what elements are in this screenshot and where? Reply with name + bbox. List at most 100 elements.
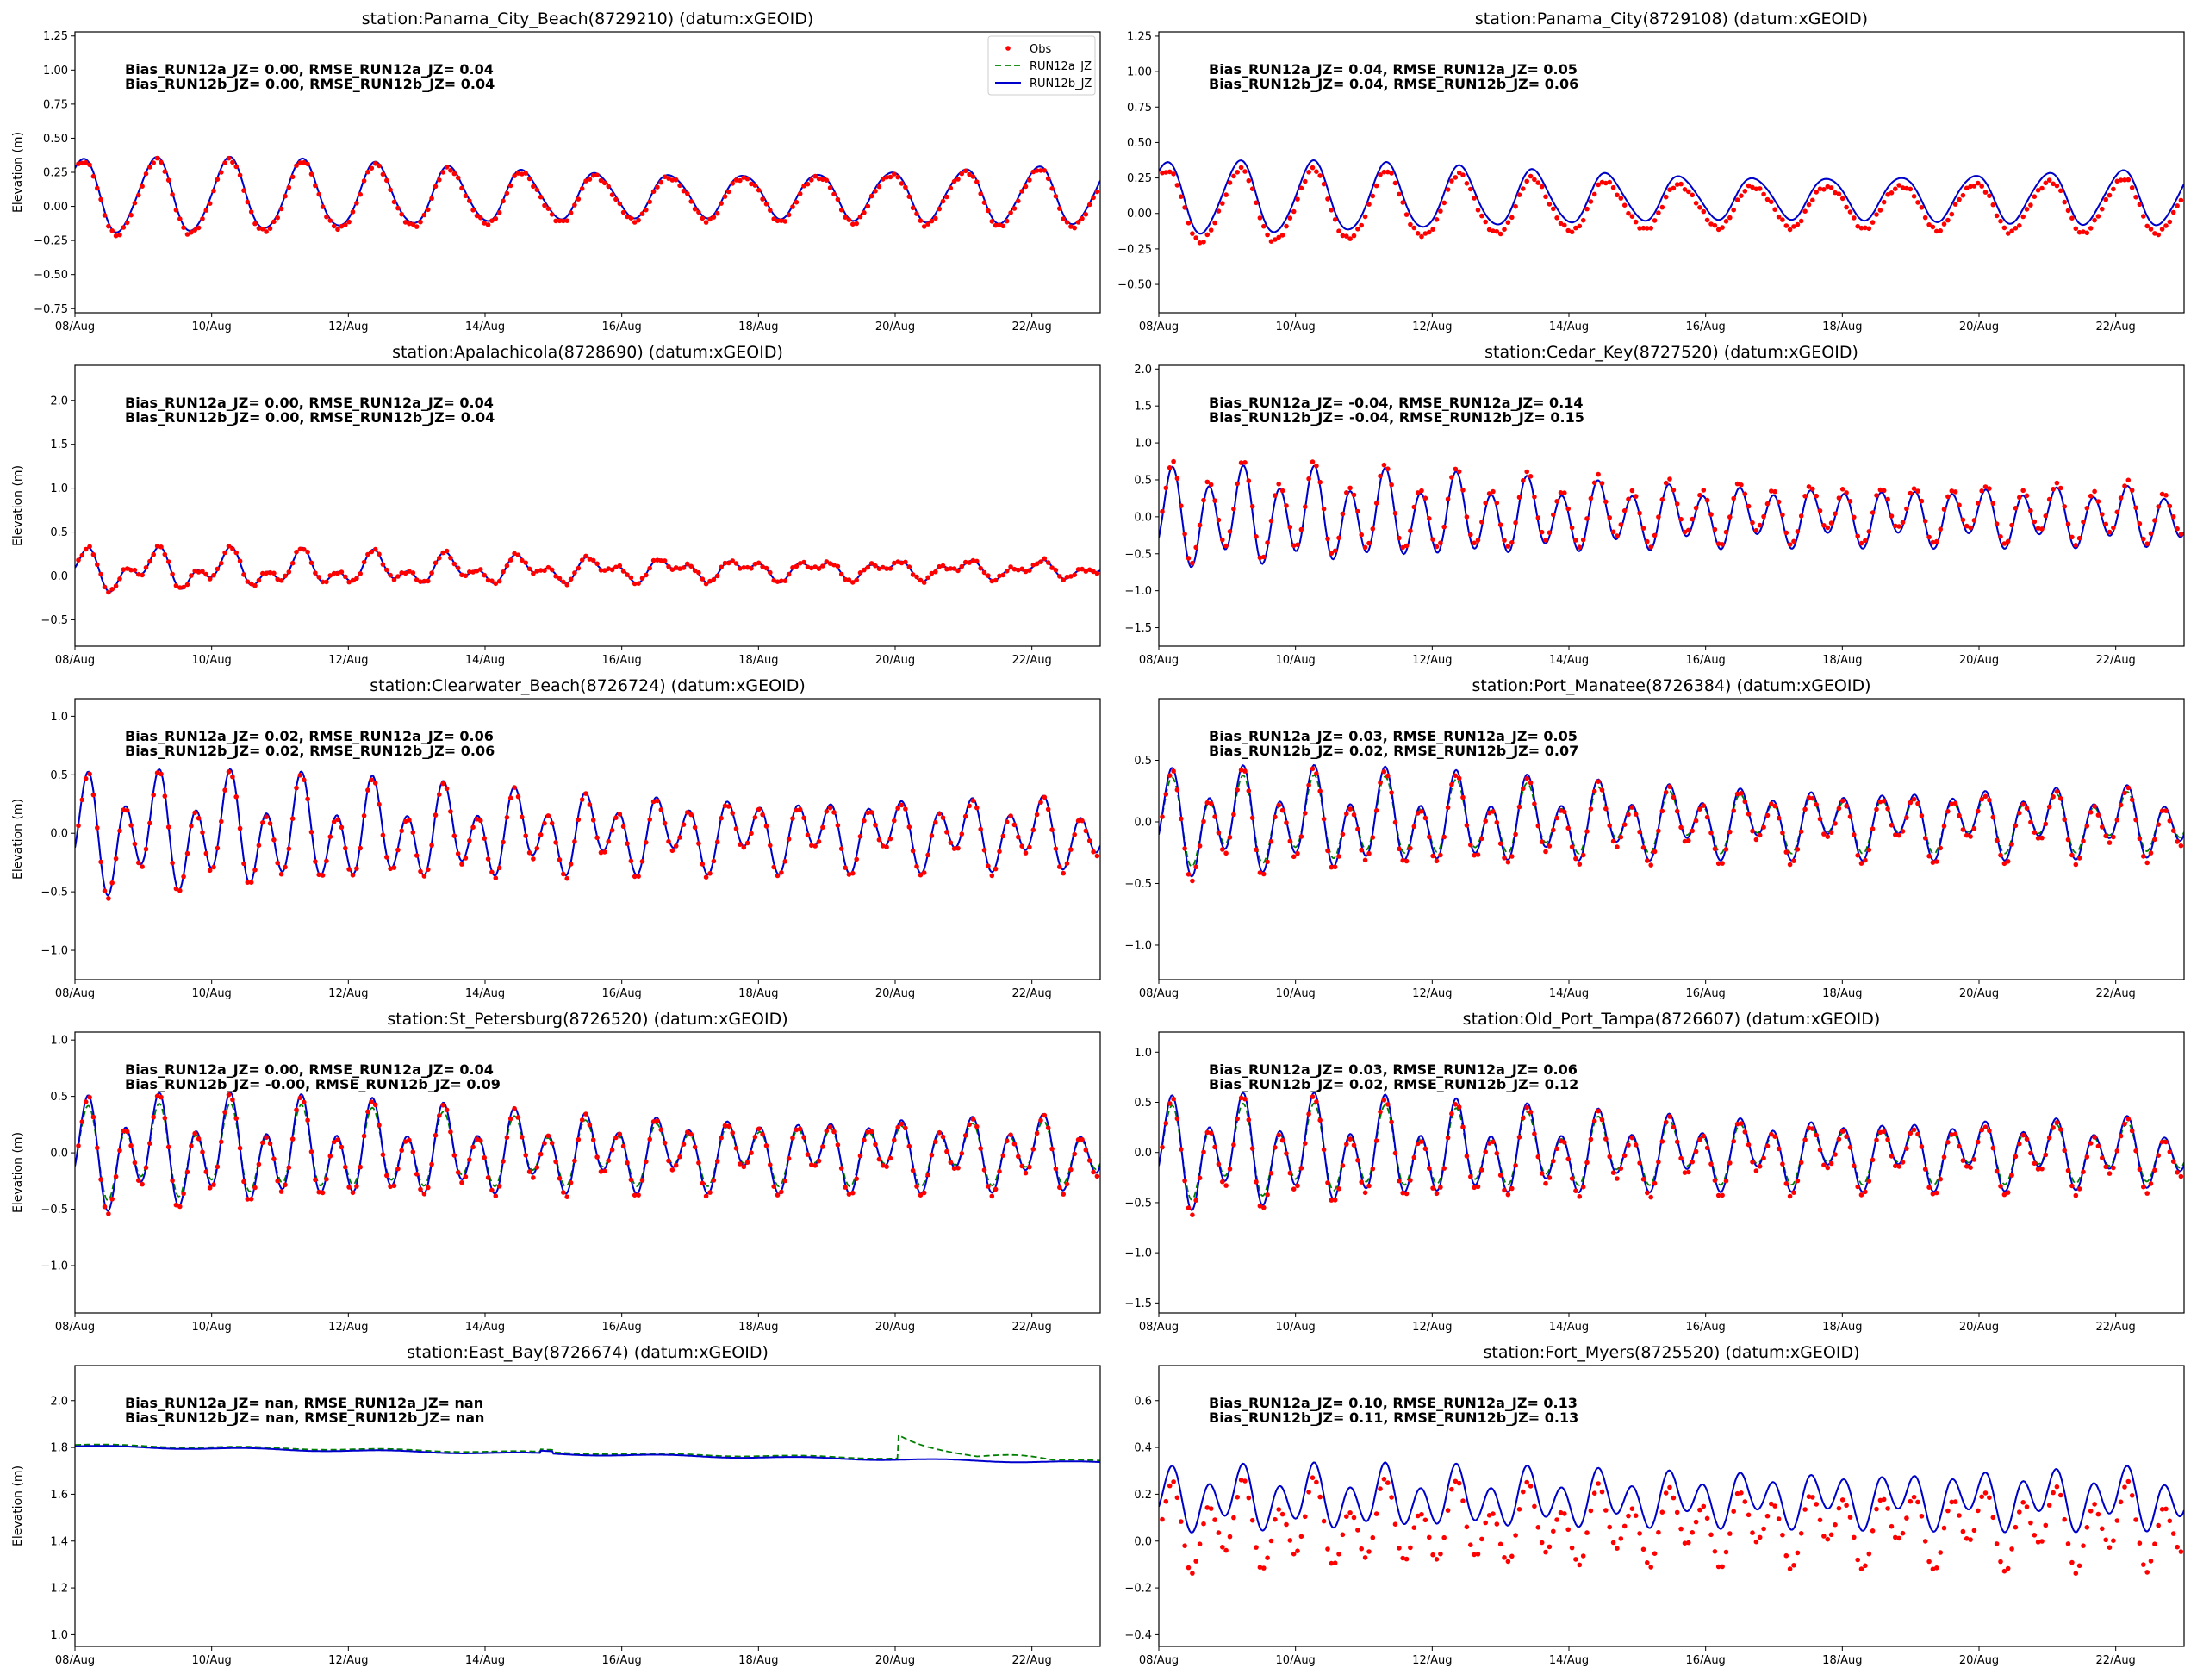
obs-point — [1558, 808, 1564, 813]
obs-point — [1810, 486, 1815, 492]
obs-point — [1464, 181, 1470, 186]
obs-point — [1701, 1503, 1707, 1509]
obs-point — [83, 546, 89, 552]
obs-point — [1938, 228, 1943, 233]
obs-point — [1844, 803, 1849, 809]
obs-point — [196, 815, 202, 821]
obs-point — [974, 558, 980, 564]
axes-frame — [74, 698, 1101, 980]
obs-point — [1340, 233, 1346, 239]
obs-point — [1023, 850, 1029, 856]
obs-point — [1502, 1187, 1507, 1193]
obs-point — [271, 1156, 277, 1161]
obs-point — [189, 573, 194, 578]
obs-point — [1896, 1535, 1901, 1541]
obs-point — [402, 570, 408, 576]
obs-point — [843, 215, 848, 220]
obs-point — [1179, 194, 1184, 199]
obs-point — [313, 183, 318, 189]
obs-point — [1874, 1506, 1879, 1512]
y-tick-label: 1.0 — [50, 1035, 68, 1048]
obs-point — [1303, 178, 1308, 184]
obs-point — [1964, 185, 1970, 191]
obs-point — [154, 1093, 160, 1099]
obs-point — [1591, 480, 1597, 486]
obs-point — [520, 814, 525, 820]
obs-point — [1941, 1154, 1947, 1160]
obs-point — [1254, 1179, 1259, 1185]
obs-point — [2129, 797, 2135, 803]
obs-point — [655, 798, 660, 804]
obs-point — [1027, 844, 1032, 850]
obs-point — [1057, 864, 1062, 869]
plot-area — [75, 544, 1100, 595]
obs-point — [2100, 1155, 2105, 1160]
obs-point — [1618, 522, 1624, 527]
obs-point — [1787, 1566, 1793, 1571]
obs-point — [1273, 814, 1278, 820]
chart-title: station:Panama_City(8729108) (datum:xGEO… — [1475, 9, 1868, 28]
obs-point — [493, 581, 499, 587]
obs-point — [241, 1179, 246, 1185]
obs-point — [2156, 1153, 2161, 1158]
obs-point — [1659, 1139, 1665, 1144]
obs-point — [289, 1136, 296, 1142]
y-tick-label: 0.5 — [50, 769, 68, 782]
obs-point — [1787, 542, 1793, 547]
obs-point — [827, 805, 833, 811]
obs-point — [738, 1161, 743, 1167]
obs-point — [1607, 823, 1612, 829]
obs-point — [903, 559, 908, 565]
obs-point — [692, 1144, 698, 1150]
obs-point — [1359, 532, 1364, 538]
obs-point — [685, 1129, 690, 1135]
obs-point — [361, 813, 367, 818]
obs-point — [451, 561, 457, 567]
obs-point — [703, 1193, 709, 1199]
obs-point — [572, 202, 577, 208]
obs-point — [429, 196, 434, 201]
obs-point — [1314, 1479, 1319, 1485]
obs-point — [816, 566, 822, 571]
obs-point — [1690, 828, 1695, 834]
obs-point — [1366, 202, 1372, 207]
obs-point — [756, 806, 762, 812]
obs-point — [1472, 852, 1477, 858]
obs-point — [1836, 1136, 1842, 1142]
obs-point — [1389, 482, 1394, 488]
obs-point — [914, 574, 919, 580]
obs-point — [1000, 572, 1006, 578]
obs-point — [625, 841, 630, 846]
obs-point — [399, 828, 405, 834]
obs-point — [143, 846, 149, 852]
obs-point — [1652, 532, 1658, 538]
obs-point — [1863, 225, 1868, 231]
obs-point — [594, 835, 600, 841]
obs-point — [1061, 216, 1066, 221]
obs-point — [1298, 1534, 1304, 1540]
obs-point — [2017, 810, 2022, 816]
obs-point — [1268, 1538, 1274, 1544]
obs-point — [271, 219, 277, 225]
obs-point — [763, 824, 769, 829]
x-tick-label: 14/Aug — [465, 1654, 505, 1667]
obs-point — [1528, 1484, 1534, 1489]
obs-point — [714, 210, 720, 216]
obs-point — [899, 181, 905, 186]
obs-point — [1791, 538, 1796, 544]
obs-point — [1460, 488, 1466, 493]
obs-point — [1821, 1162, 1827, 1168]
obs-point — [1926, 1185, 1932, 1190]
obs-point — [1385, 466, 1391, 471]
obs-point — [177, 585, 183, 590]
obs-point — [76, 557, 81, 563]
obs-point — [1780, 1161, 1785, 1167]
obs-point — [1715, 1192, 1721, 1198]
obs-point — [1325, 536, 1330, 542]
obs-point — [313, 859, 318, 864]
obs-point — [786, 212, 792, 218]
obs-point — [538, 568, 544, 573]
obs-point — [1802, 208, 1808, 214]
obs-point — [738, 177, 743, 184]
obs-point — [1764, 1513, 1771, 1519]
